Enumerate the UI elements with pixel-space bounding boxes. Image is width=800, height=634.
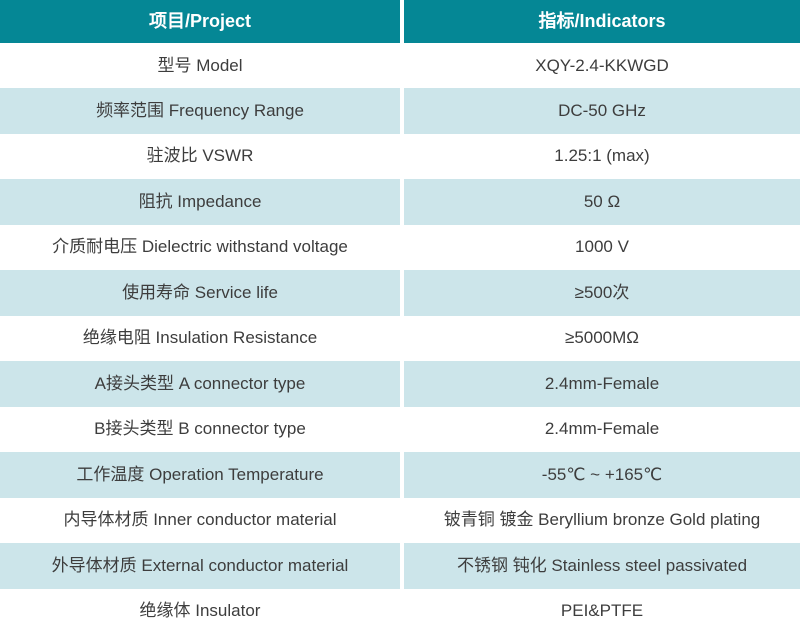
- indicator-cell: 1000 V: [404, 224, 800, 271]
- indicator-cell: 2.4mm-Female: [404, 361, 800, 407]
- column-header-project: 项目/Project: [0, 0, 400, 43]
- project-cell: 型号 Model: [0, 43, 400, 89]
- table-row: 频率范围 Frequency Range DC-50 GHz: [0, 88, 800, 134]
- table-row: 工作温度 Operation Temperature -55℃ ~ +165℃: [0, 452, 800, 498]
- indicator-cell: 2.4mm-Female: [404, 406, 800, 453]
- project-cell: 阻抗 Impedance: [0, 179, 400, 225]
- indicator-cell: 不锈钢 钝化 Stainless steel passivated: [404, 543, 800, 589]
- table-row: 阻抗 Impedance 50 Ω: [0, 179, 800, 225]
- indicator-cell: DC-50 GHz: [404, 88, 800, 134]
- indicator-cell: 50 Ω: [404, 179, 800, 225]
- column-header-indicators: 指标/Indicators: [404, 0, 800, 43]
- table-header-row: 项目/Project 指标/Indicators: [0, 0, 800, 43]
- project-cell: 外导体材质 External conductor material: [0, 543, 400, 589]
- project-cell: 绝缘电阻 Insulation Resistance: [0, 315, 400, 362]
- table-row: 绝缘体 Insulator PEI&PTFE: [0, 588, 800, 634]
- project-cell: 工作温度 Operation Temperature: [0, 452, 400, 498]
- table-row: B接头类型 B connector type 2.4mm-Female: [0, 406, 800, 453]
- project-cell: 驻波比 VSWR: [0, 133, 400, 180]
- table-row: 绝缘电阻 Insulation Resistance ≥5000MΩ: [0, 315, 800, 362]
- table-row: 内导体材质 Inner conductor material 铍青铜 镀金 Be…: [0, 497, 800, 544]
- indicator-cell: ≥500次: [404, 270, 800, 316]
- table-row: A接头类型 A connector type 2.4mm-Female: [0, 361, 800, 407]
- project-cell: A接头类型 A connector type: [0, 361, 400, 407]
- project-cell: 绝缘体 Insulator: [0, 588, 400, 634]
- indicator-cell: PEI&PTFE: [404, 588, 800, 634]
- indicator-cell: 铍青铜 镀金 Beryllium bronze Gold plating: [404, 497, 800, 544]
- indicator-cell: 1.25:1 (max): [404, 133, 800, 180]
- project-cell: 使用寿命 Service life: [0, 270, 400, 316]
- table-row: 驻波比 VSWR 1.25:1 (max): [0, 133, 800, 180]
- table-row: 型号 Model XQY-2.4-KKWGD: [0, 43, 800, 89]
- project-cell: 内导体材质 Inner conductor material: [0, 497, 400, 544]
- indicator-cell: ≥5000MΩ: [404, 315, 800, 362]
- indicator-cell: XQY-2.4-KKWGD: [404, 43, 800, 89]
- project-cell: 频率范围 Frequency Range: [0, 88, 400, 134]
- table-row: 使用寿命 Service life ≥500次: [0, 270, 800, 316]
- project-cell: B接头类型 B connector type: [0, 406, 400, 453]
- table-row: 介质耐电压 Dielectric withstand voltage 1000 …: [0, 224, 800, 271]
- project-cell: 介质耐电压 Dielectric withstand voltage: [0, 224, 400, 271]
- table-row: 外导体材质 External conductor material 不锈钢 钝化…: [0, 543, 800, 589]
- indicator-cell: -55℃ ~ +165℃: [404, 452, 800, 498]
